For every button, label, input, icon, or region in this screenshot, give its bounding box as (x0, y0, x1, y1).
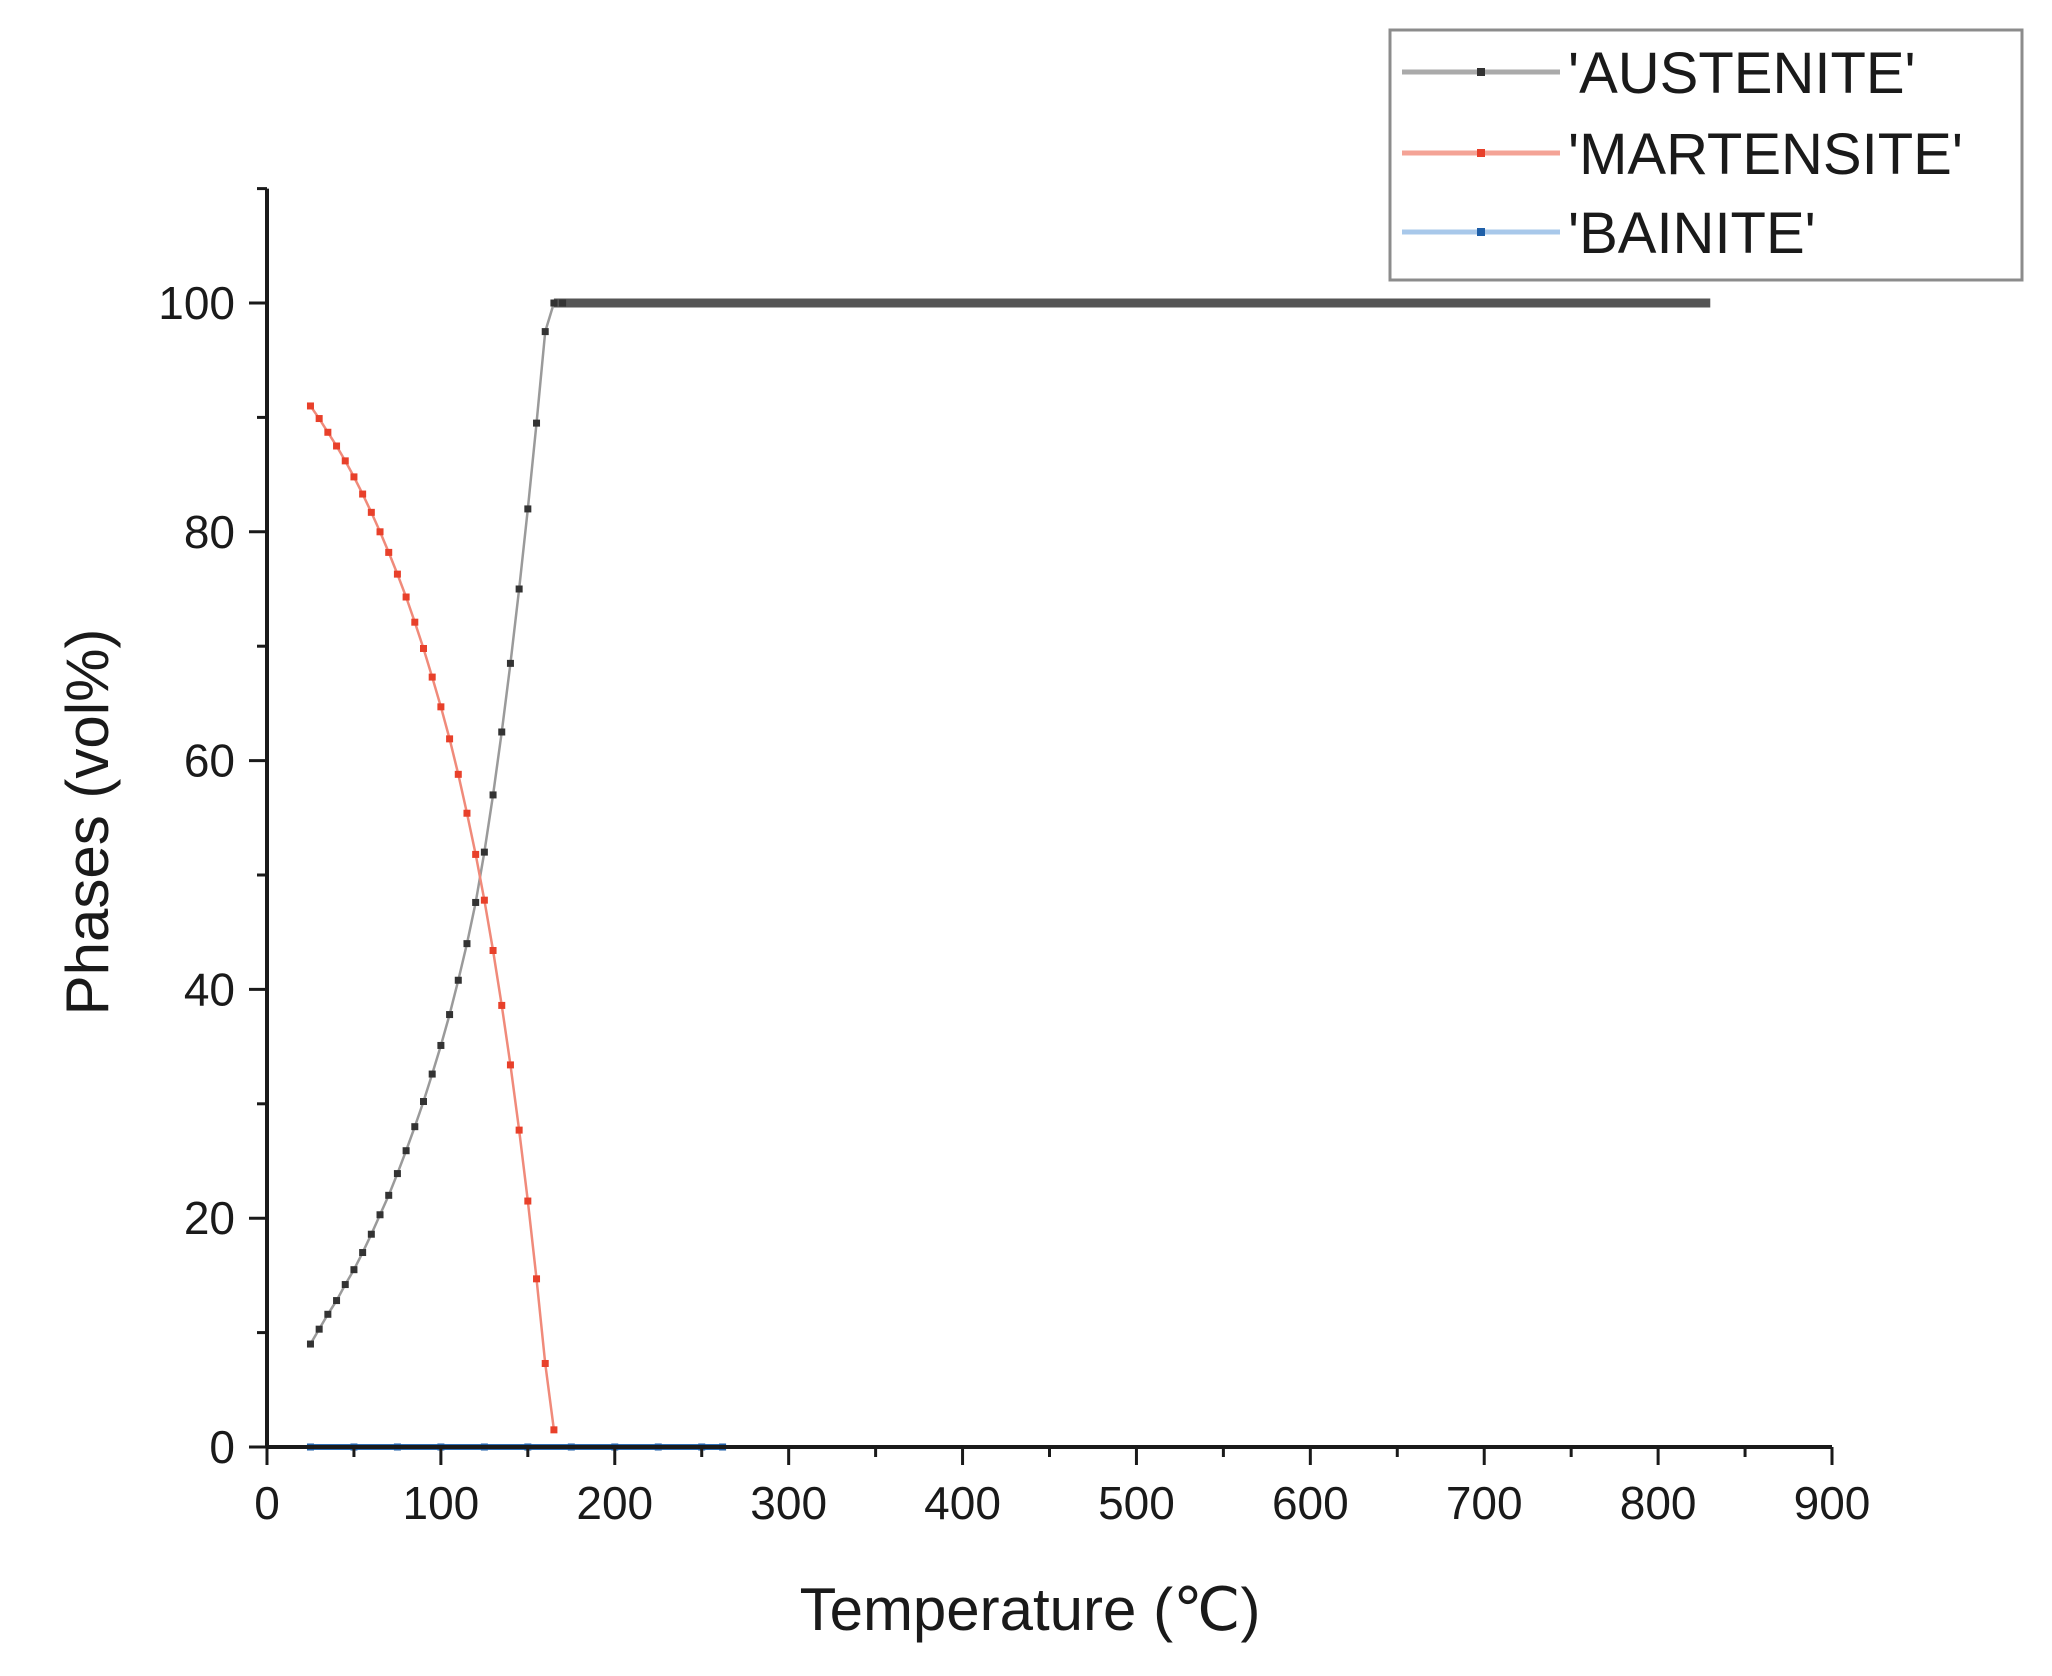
data-point (472, 850, 480, 858)
legend-label: 'AUSTENITE' (1568, 41, 1916, 106)
data-point (498, 1001, 506, 1009)
legend-swatch-marker (1477, 149, 1485, 157)
data-point (524, 505, 532, 513)
x-tick-label-300: 300 (750, 1477, 827, 1529)
x-tick-label-800: 800 (1620, 1477, 1697, 1529)
y-tick-label-60: 60 (184, 735, 235, 787)
data-point (385, 548, 393, 556)
data-point (533, 419, 541, 427)
y-tick-label-0: 0 (209, 1421, 235, 1473)
data-point (446, 1011, 454, 1019)
axes-layer: 0 100 200 300 400 500 600 700 800 900 0 20 40 60 80 100 (158, 187, 1871, 1529)
data-point (524, 1197, 532, 1205)
data-point (359, 490, 367, 498)
y-tick-label-40: 40 (184, 963, 235, 1015)
x-tick-label-200: 200 (576, 1477, 653, 1529)
data-point (454, 770, 462, 778)
data-point (420, 1098, 427, 1106)
legend: 'AUSTENITE' 'MARTENSITE' 'BAINITE' (1388, 28, 2024, 282)
data-point (306, 402, 314, 410)
y-tick-label-80: 80 (184, 506, 235, 558)
data-point (515, 585, 523, 593)
data-point (506, 659, 514, 667)
data-point (333, 1297, 341, 1305)
data-point (480, 896, 488, 904)
y-axis-title: Phases (vol%) (54, 629, 121, 1016)
data-point (393, 570, 401, 578)
data-point (480, 848, 488, 856)
data-point (402, 593, 410, 601)
data-point (506, 1061, 514, 1069)
data-point (489, 791, 497, 799)
data-point (411, 618, 419, 626)
data-point (533, 1275, 541, 1283)
data-point (367, 508, 375, 516)
data-point (376, 1211, 384, 1219)
x-tick-label-0: 0 (254, 1477, 280, 1529)
data-point (341, 457, 349, 465)
data-point (385, 1191, 393, 1199)
x-axis-title: Temperature (℃) (800, 1576, 1261, 1643)
data-point (428, 1070, 436, 1078)
data-point (515, 1126, 523, 1134)
x-tick-label-700: 700 (1446, 1477, 1523, 1529)
data-point (341, 1281, 349, 1289)
data-point (350, 1266, 358, 1274)
data-point (541, 1359, 549, 1367)
data-point (333, 442, 341, 450)
data-point (359, 1249, 367, 1257)
x-tick-label-500: 500 (1098, 1477, 1175, 1529)
legend-label: 'BAINITE' (1568, 201, 1816, 266)
data-point (437, 1041, 445, 1049)
data-point (367, 1230, 375, 1238)
data-point (324, 1310, 332, 1318)
legend-label: 'MARTENSITE' (1568, 122, 1963, 187)
x-tick-label-600: 600 (1272, 1477, 1349, 1529)
data-point (315, 415, 323, 423)
data-point (376, 528, 384, 536)
legend-swatch-marker (1477, 228, 1485, 236)
x-tick-label-100: 100 (403, 1477, 480, 1529)
data-point (437, 703, 445, 711)
data-point (454, 976, 462, 984)
data-point (498, 728, 506, 736)
data-point (324, 428, 332, 436)
legend-swatch-marker (1477, 68, 1485, 76)
y-tick-label-20: 20 (184, 1192, 235, 1244)
data-point (411, 1123, 419, 1131)
data-point (550, 1426, 558, 1434)
data-point (463, 809, 471, 817)
data-point (402, 1147, 410, 1155)
data-point (559, 299, 567, 307)
data-point (472, 898, 480, 906)
data-point (393, 1170, 401, 1178)
data-point (489, 947, 497, 955)
x-tick-label-900: 900 (1794, 1477, 1871, 1529)
data-point (550, 299, 558, 307)
data-point (463, 940, 471, 948)
data-point (420, 644, 427, 652)
data-point (306, 1340, 314, 1348)
data-point (446, 735, 454, 743)
data-point (541, 328, 549, 336)
data-point (315, 1325, 323, 1333)
y-tick-label-100: 100 (158, 277, 235, 329)
data-point (350, 473, 358, 481)
x-tick-label-400: 400 (924, 1477, 1001, 1529)
data-point (428, 673, 436, 681)
